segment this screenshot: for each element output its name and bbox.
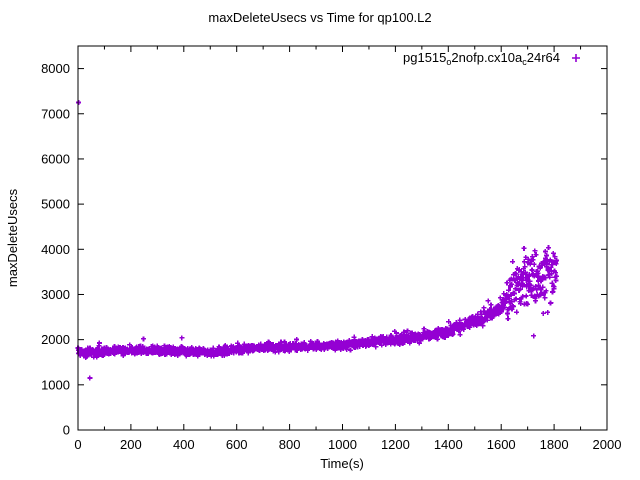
x-axis-label: Time(s) [320, 456, 364, 471]
x-tick-label: 800 [279, 437, 301, 452]
chart-title: maxDeleteUsecs vs Time for qp100.L2 [208, 10, 431, 25]
x-tick-label: 1600 [487, 437, 516, 452]
x-tick-label: 1200 [381, 437, 410, 452]
x-tick-label: 600 [226, 437, 248, 452]
x-axis-ticks: 0 200 400 600 800 1000 1200 1400 1600 1800 2000 [74, 46, 621, 452]
x-tick-label: 1400 [434, 437, 463, 452]
legend-marker-icon [572, 54, 580, 62]
y-tick-label: 8000 [41, 61, 70, 76]
y-tick-label: 4000 [41, 242, 70, 257]
x-tick-label: 200 [120, 437, 142, 452]
y-tick-label: 6000 [41, 151, 70, 166]
legend: pg1515o2nofp.cx10ac24r64 [403, 50, 580, 67]
plot-frame [77, 45, 608, 431]
y-tick-label: 3000 [41, 287, 70, 302]
y-tick-label: 7000 [41, 106, 70, 121]
x-tick-label: 0 [74, 437, 81, 452]
x-tick-label: 1800 [540, 437, 569, 452]
y-tick-label: 0 [63, 423, 70, 438]
y-tick-label: 2000 [41, 332, 70, 347]
x-tick-label: 2000 [593, 437, 622, 452]
x-tick-label: 1000 [328, 437, 357, 452]
x-tick-label: 400 [173, 437, 195, 452]
y-axis-ticks: 0 1000 2000 3000 4000 5000 6000 7000 8000 [41, 61, 607, 438]
y-tick-label: 1000 [41, 377, 70, 392]
y-axis-label: maxDeleteUsecs [5, 188, 20, 287]
legend-series-label: pg1515o2nofp.cx10ac24r64 [403, 50, 560, 67]
y-tick-label: 5000 [41, 197, 70, 212]
